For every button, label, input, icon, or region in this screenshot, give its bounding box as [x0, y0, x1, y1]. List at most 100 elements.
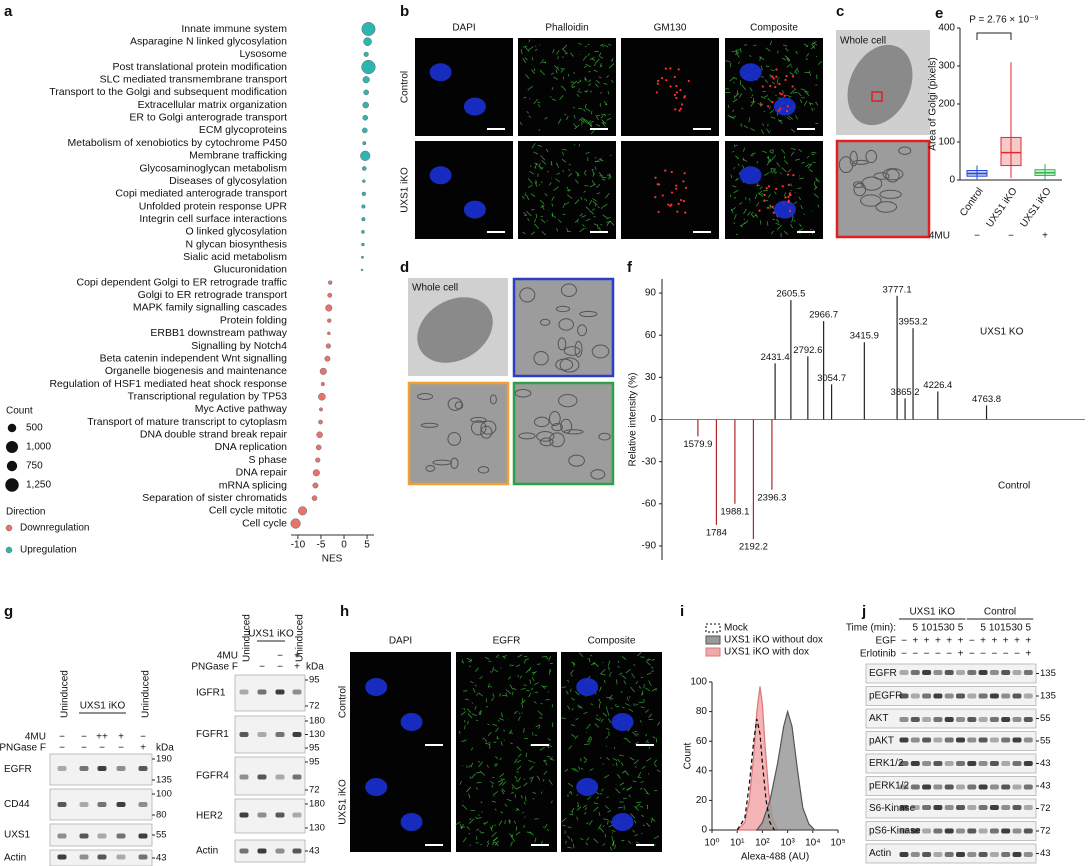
stain-fiber [514, 794, 517, 798]
dot [315, 457, 321, 463]
kda-label: 43 [1040, 758, 1051, 769]
stain-fiber [810, 45, 815, 50]
stain-fiber [516, 770, 519, 774]
stain-fiber [587, 121, 592, 127]
stain-dot [763, 193, 766, 197]
treatment-mark: + [294, 651, 300, 662]
stain-fiber [551, 214, 557, 219]
stain-fiber [573, 123, 577, 128]
stain-fiber [515, 831, 521, 836]
stain-fiber [627, 840, 632, 844]
stain-fiber [644, 709, 649, 713]
pathway-label: ER to Golgi anterograde transport [129, 112, 287, 124]
stain-fiber [584, 173, 587, 176]
x-tick-label: 5 [364, 540, 370, 551]
stain-fiber [510, 841, 513, 847]
treatment-mark: + [924, 636, 930, 647]
stain-fiber [798, 196, 801, 201]
stain-fiber [525, 74, 530, 79]
stain-fiber [588, 658, 591, 663]
stain-fiber [606, 820, 609, 825]
size-key-label: 1,250 [26, 480, 51, 491]
blot-label: pAKT [869, 736, 894, 747]
stain-fiber [811, 43, 816, 49]
stain-fiber [503, 729, 506, 732]
legend-label: Mock [724, 623, 749, 634]
stain-fiber [783, 230, 789, 235]
stain-fiber [583, 760, 587, 763]
stain-fiber [571, 733, 576, 738]
treatment-mark: − [912, 649, 918, 660]
stain-fiber [640, 706, 645, 708]
stain-fiber [648, 713, 653, 718]
band [899, 717, 909, 722]
stain-fiber [475, 719, 479, 722]
stain-fiber [467, 713, 473, 719]
stain-fiber [776, 112, 779, 116]
stain-dot [786, 105, 789, 108]
stain-fiber [511, 836, 516, 842]
stain-fiber [591, 58, 596, 61]
stain-fiber [622, 787, 626, 790]
stain-fiber [520, 699, 526, 705]
stain-fiber [765, 47, 771, 52]
stain-fiber [606, 74, 609, 78]
x-tick-label: Control [958, 186, 986, 219]
pathway-label: S phase [248, 454, 287, 466]
treatment-mark: + [140, 743, 146, 754]
treatment-mark: − [59, 732, 65, 743]
stain-fiber [529, 831, 534, 836]
stain-fiber [583, 190, 586, 193]
em-texture [480, 420, 497, 435]
stain-fiber [539, 746, 545, 751]
stain-fiber [592, 198, 597, 202]
stain-dot [787, 199, 790, 202]
stain-fiber [599, 227, 601, 232]
pathway-label: Sialic acid metabolism [183, 251, 287, 263]
stain-fiber [499, 718, 504, 721]
stain-fiber [531, 57, 534, 61]
stain-fiber [511, 664, 515, 667]
stain-fiber [530, 231, 536, 236]
band [1001, 852, 1011, 857]
stain-dot [679, 107, 682, 110]
stain-fiber [783, 44, 788, 47]
stain-fiber [580, 196, 583, 200]
stain-fiber [551, 722, 554, 728]
stain-fiber [597, 824, 602, 830]
dot [362, 76, 370, 84]
stain-fiber [804, 90, 810, 96]
stain-fiber [602, 843, 606, 847]
band [933, 670, 943, 675]
em-texture [518, 432, 536, 440]
dot [327, 331, 331, 336]
stain-fiber [509, 731, 513, 735]
column-label: Phalloidin [545, 23, 588, 34]
stain-fiber [811, 107, 814, 112]
stain-fiber [516, 759, 521, 764]
stain-fiber [589, 90, 593, 93]
stain-fiber [507, 676, 512, 680]
panel-letter: d [400, 259, 409, 276]
treatment-name: 4MU [929, 231, 950, 242]
stain-dot [771, 205, 774, 208]
stain-fiber [470, 658, 473, 663]
stain-fiber [527, 218, 530, 222]
x-tick-label: -5 [317, 540, 326, 551]
stain-fiber [811, 153, 815, 156]
kda-title: kDa [306, 662, 324, 673]
em-texture [536, 431, 555, 442]
stain-fiber [604, 805, 610, 810]
stain-fiber [766, 163, 769, 166]
peak-label: 1988.1 [720, 506, 749, 517]
band [899, 784, 909, 790]
stain-dot [785, 109, 789, 113]
band [257, 689, 267, 695]
peak-label: 3777.1 [883, 284, 912, 295]
dot [361, 242, 365, 247]
em-texture [853, 182, 867, 197]
stain-fiber [568, 745, 572, 750]
band [989, 761, 999, 766]
stain-fiber [531, 677, 535, 681]
band [1012, 737, 1022, 743]
